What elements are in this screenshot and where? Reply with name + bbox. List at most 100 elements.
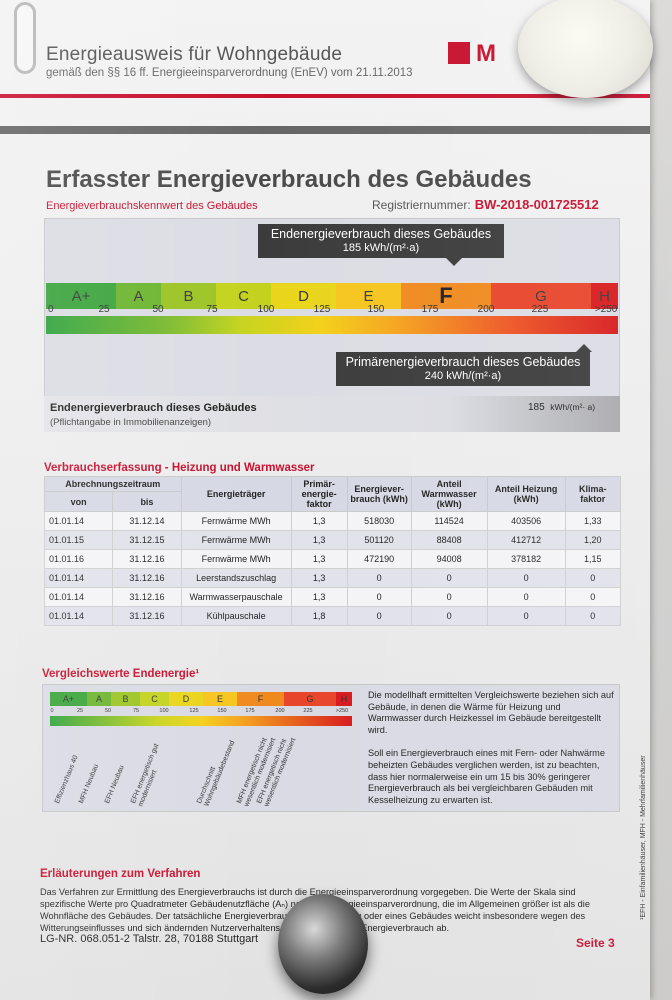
table-row: 01.01.16 31.12.16 Fernwärme MWh 1,3 472190 94… — [43, 549, 622, 569]
cell-to: 31.12.16 — [112, 549, 182, 569]
comparison-gradient-bar — [50, 716, 352, 726]
cell-factor: 1,8 — [290, 606, 348, 626]
explanation-title: Erläuterungen zum Verfahren — [40, 868, 201, 880]
scale-tick: 225 — [531, 304, 549, 315]
section-title: Erfasster Energieverbrauch des Gebäudes — [46, 166, 532, 193]
mini-class-f: F — [237, 692, 284, 706]
registration: Registriernummer: BW-2018-001725512 — [372, 197, 599, 212]
mini-class-a-plus: A+ — [50, 692, 87, 706]
end-energy-row — [44, 396, 620, 432]
table-row: 01.01.14 31.12.16 Leerstandszuschlag 1,3 0 0 0… — [43, 568, 622, 588]
end-callout-value: 185 kWh/(m²·a) — [342, 242, 420, 254]
cell-carrier: Leerstandszuschlag — [180, 568, 292, 588]
mini-tick: 175 — [245, 708, 255, 714]
mini-tick: 100 — [159, 708, 169, 714]
cell-factor: 1,3 — [290, 568, 348, 588]
cell-carrier: Kühlpauschale — [180, 606, 292, 626]
cell-clim: 1,33 — [564, 511, 622, 531]
footer-address: LG-NR. 068.051-2 Talstr. 28, 70188 Stutt… — [40, 933, 259, 945]
consumption-table: Abrechnungszeitraum Energieträger Primär… — [43, 476, 622, 626]
cell-ww: 0 — [410, 606, 488, 626]
mini-class-h: H — [336, 692, 352, 706]
energy-class-h: H — [591, 283, 618, 309]
mini-tick: 125 — [189, 708, 199, 714]
cell-clim: 1,15 — [564, 549, 622, 569]
kennwert-label: Energieverbrauchskennwert des Gebäudes — [46, 200, 258, 212]
cell-factor: 1,3 — [290, 549, 348, 569]
cell-ww: 0 — [410, 587, 488, 607]
col-from: von — [43, 491, 114, 512]
header-rule-grey — [0, 126, 650, 134]
scale-tick: 125 — [313, 304, 331, 315]
cell-clim: 0 — [564, 587, 622, 607]
cell-total: 0 — [346, 587, 412, 607]
cell-factor: 1,3 — [290, 511, 348, 531]
cell-heat: 378182 — [486, 549, 566, 569]
mini-tick: 0 — [50, 708, 54, 714]
scale-tick: 200 — [477, 304, 495, 315]
scale-tick: 25 — [98, 304, 110, 315]
cell-to: 31.12.16 — [112, 587, 182, 607]
cell-to: 31.12.16 — [112, 606, 182, 626]
cell-from: 01.01.15 — [43, 530, 114, 550]
col-period: Abrechnungszeitraum — [44, 476, 182, 492]
document-title: Energieausweis für Wohngebäude — [46, 44, 343, 65]
paper-clip — [14, 2, 36, 74]
cell-carrier: Fernwärme MWh — [180, 530, 292, 550]
comparison-text-1: Die modellhaft ermittelten Vergleichswer… — [368, 690, 614, 735]
cell-from: 01.01.14 — [43, 606, 114, 626]
mini-class-b: B — [111, 692, 140, 706]
mini-class-d: D — [169, 692, 203, 706]
scale-tick: 150 — [367, 304, 385, 315]
logo-text: M — [476, 40, 496, 67]
end-row-note: (Pflichtangabe in Immobilienanzeigen) — [50, 417, 212, 428]
energy-class-d: D — [271, 283, 336, 309]
scale-tick: 0 — [48, 304, 54, 315]
scale-tick: 75 — [206, 304, 218, 315]
cell-total: 518030 — [346, 511, 412, 531]
table-row: 01.01.14 31.12.16 Kühlpauschale 1,8 0 0 0 0 — [43, 606, 622, 626]
table-row: 01.01.14 31.12.16 Warmwasserpauschale 1,3 0 0… — [43, 587, 622, 607]
logo-icon — [448, 42, 470, 64]
page-number: Seite 3 — [576, 936, 615, 950]
cell-from: 01.01.16 — [43, 549, 114, 569]
energy-class-a: A — [116, 283, 161, 309]
energy-class-e: E — [336, 283, 401, 309]
energy-class-c: C — [216, 283, 271, 309]
col-carrier: Energieträger — [180, 476, 292, 512]
comparison-text-2: Soll ein Energieverbrauch eines mit Fern… — [368, 748, 605, 805]
scale-ticks: 0 25 50 75 100 125 150 175 200 225 >250 — [46, 304, 618, 318]
end-row-number: 185 — [528, 402, 545, 413]
cell-factor: 1,3 — [290, 530, 348, 550]
comparison-title: Vergleichswerte Endenergie¹ — [42, 668, 200, 680]
cell-from: 01.01.14 — [43, 568, 114, 588]
end-row-unit: kWh/(m²· a) — [550, 402, 596, 412]
mini-class-a: A — [87, 692, 111, 706]
magnet-bottom — [278, 894, 368, 994]
cell-ww: 94008 — [410, 549, 488, 569]
mini-class-e: E — [203, 692, 237, 706]
energy-class-f: F — [401, 283, 491, 309]
cell-from: 01.01.14 — [43, 587, 114, 607]
cell-to: 31.12.15 — [112, 530, 182, 550]
cell-from: 01.01.14 — [43, 511, 114, 531]
cell-to: 31.12.16 — [112, 568, 182, 588]
cell-ww: 114524 — [410, 511, 488, 531]
mini-class-c: C — [140, 692, 169, 706]
energy-class-b: B — [161, 283, 216, 309]
cell-clim: 1,20 — [564, 530, 622, 550]
end-row-label: Endenergieverbrauch dieses Gebäudes — [50, 402, 257, 414]
header-rule-red — [0, 94, 650, 98]
cell-ww: 88408 — [410, 530, 488, 550]
cell-factor: 1,3 — [290, 587, 348, 607]
cell-clim: 0 — [564, 568, 622, 588]
scale-tick: 50 — [152, 304, 164, 315]
magnet-top — [518, 0, 653, 98]
mini-tick: 225 — [303, 708, 313, 714]
col-heating: Anteil Heizung (kWh) — [486, 476, 566, 512]
cell-ww: 0 — [410, 568, 488, 588]
col-factor: Primär-energie-faktor — [290, 476, 348, 512]
mini-tick: >250 — [335, 708, 349, 714]
cell-clim: 0 — [564, 606, 622, 626]
mini-tick: 25 — [76, 708, 84, 714]
